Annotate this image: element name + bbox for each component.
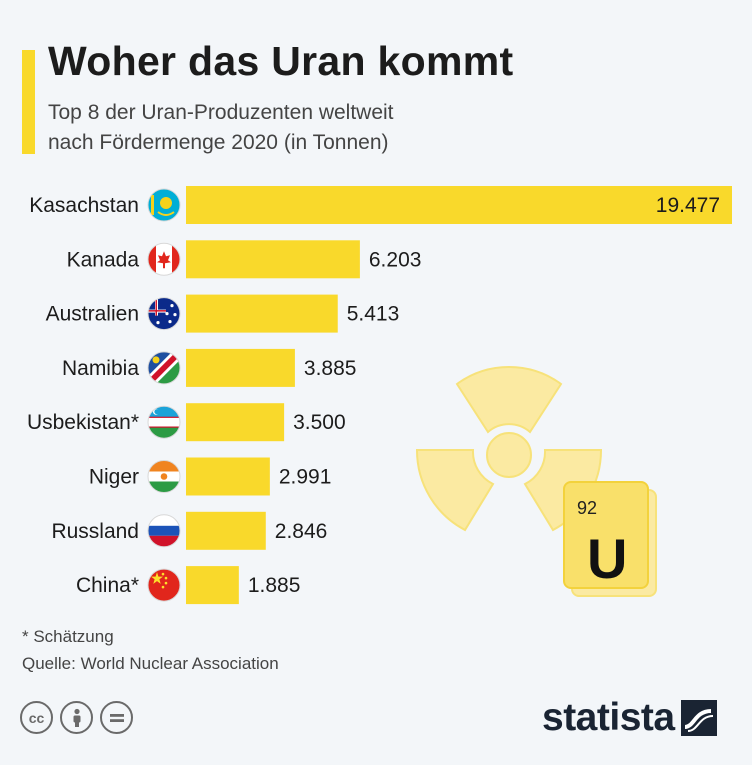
page-subtitle: Top 8 der Uran-Produzenten weltweit nach… [48, 98, 568, 158]
category-label: Russland [51, 520, 139, 543]
page-title: Woher das Uran kommt [48, 38, 514, 84]
canada-flag-icon [147, 242, 181, 276]
value-label: 1.885 [248, 574, 301, 597]
category-label: China* [76, 574, 139, 597]
value-label: 2.991 [279, 466, 332, 489]
element-number: 92 [577, 498, 597, 518]
radiation-symbol-icon: 92 U [415, 366, 657, 597]
category-label: Usbekistan* [27, 411, 139, 434]
value-label: 2.846 [275, 520, 328, 543]
subtitle-line-2: nach Fördermenge 2020 (in Tonnen) [48, 131, 389, 154]
value-label: 3.500 [293, 411, 346, 434]
category-label: Kanada [67, 248, 140, 271]
cc-icon[interactable]: cc [20, 701, 53, 734]
attribution-icon[interactable] [60, 701, 93, 734]
niger-flag-icon [147, 460, 181, 493]
kazakhstan-flag-icon [147, 188, 181, 222]
bar [186, 240, 360, 279]
bar-row: Namibia 3.885 [62, 348, 357, 387]
category-label: Namibia [62, 357, 139, 380]
bar [186, 186, 732, 224]
bar [186, 348, 295, 387]
value-label: 19.477 [656, 194, 720, 217]
australia-flag-icon [147, 297, 181, 331]
bar-row: Kasachstan 19.477 [29, 186, 732, 224]
source-note: Quelle: World Nuclear Association [22, 654, 279, 673]
russia-flag-icon [147, 514, 181, 548]
no-derivatives-icon[interactable] [100, 701, 133, 734]
category-label: Niger [89, 466, 139, 489]
value-label: 5.413 [347, 303, 400, 326]
bar-row: Russland 2.846 [51, 511, 328, 550]
value-label: 6.203 [369, 248, 422, 271]
bar-row: Usbekistan* 3.500 [27, 403, 346, 442]
element-symbol: U [587, 527, 627, 590]
china-flag-icon [147, 568, 181, 602]
bar-row: Australien 5.413 [46, 294, 400, 333]
bar [186, 566, 239, 605]
statista-logo-icon [680, 700, 717, 736]
bar-row: Kanada 6.203 [67, 240, 422, 279]
bar [186, 403, 285, 442]
bar-row: China* 1.885 [76, 566, 301, 605]
bar [186, 294, 338, 333]
subtitle-line-1: Top 8 der Uran-Produzenten weltweit [48, 101, 394, 124]
footnote: * Schätzung [22, 627, 114, 646]
uranium-element-tile: 92 U [563, 481, 657, 597]
bar-chart: Kasachstan 19.477 Kanada 6.203 Australien 5.4… [27, 186, 732, 605]
category-label: Australien [46, 303, 139, 326]
namibia-flag-icon [147, 351, 181, 385]
bar [186, 511, 266, 550]
bar [186, 457, 270, 496]
value-label: 3.885 [304, 357, 357, 380]
statista-logo[interactable]: statista [542, 696, 717, 740]
brand-name: statista [542, 696, 675, 739]
uzbekistan-flag-icon [147, 405, 181, 439]
category-label: Kasachstan [29, 194, 139, 217]
bar-row: Niger 2.991 [89, 457, 332, 496]
title-accent-bar [22, 50, 35, 154]
license-icons: cc [20, 701, 133, 739]
